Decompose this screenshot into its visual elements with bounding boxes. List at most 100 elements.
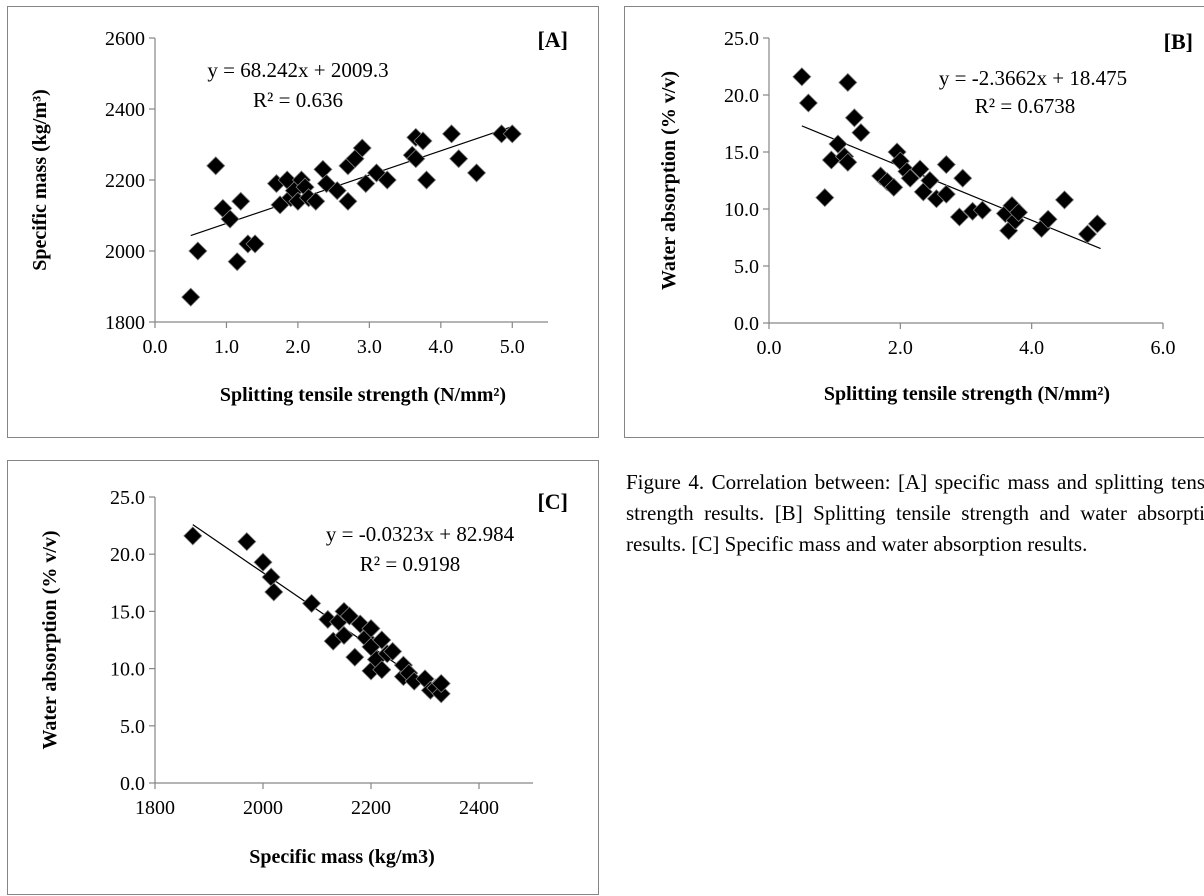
x-tick-label: 4.0 — [1019, 337, 1044, 359]
y-axis-label: Specific mass (kg/m³) — [29, 89, 51, 271]
data-point — [383, 641, 403, 662]
x-tick-label: 6.0 — [1151, 337, 1176, 359]
data-point — [220, 209, 240, 229]
data-point — [900, 168, 920, 188]
data-point — [1038, 209, 1058, 229]
trendline — [190, 126, 513, 237]
panel-tag: [C] — [537, 489, 568, 514]
y-tick-label: 5.0 — [120, 716, 145, 738]
x-tick-label: 2400 — [459, 797, 499, 819]
x-tick-label: 5.0 — [500, 336, 525, 358]
data-point — [466, 163, 487, 183]
data-point — [253, 552, 273, 572]
x-tick-label: 1800 — [135, 797, 175, 819]
y-tick-label: 2400 — [105, 99, 145, 121]
data-point — [953, 168, 973, 188]
data-point — [792, 67, 812, 87]
data-point — [345, 647, 365, 667]
data-point — [920, 170, 940, 191]
data-point — [334, 625, 354, 645]
r-squared-label: R² = 0.6738 — [975, 94, 1075, 118]
data-point — [821, 150, 841, 170]
x-tick-label: 2000 — [243, 797, 283, 819]
y-tick-label: 2200 — [105, 170, 145, 192]
data-point — [327, 181, 347, 201]
data-point — [449, 149, 469, 169]
panel-tag: [A] — [537, 27, 568, 52]
y-tick-label: 10.0 — [724, 199, 759, 221]
panel-tag: [B] — [1164, 29, 1193, 54]
y-axis-label: Water absorption (% v/v) — [39, 530, 61, 749]
data-point — [206, 156, 226, 176]
data-point — [936, 154, 956, 175]
data-point — [936, 184, 956, 204]
trendline-equation: y = -0.0323x + 82.984 — [326, 522, 515, 546]
data-point — [231, 191, 251, 211]
data-point — [261, 567, 281, 587]
y-tick-label: 20.0 — [110, 544, 145, 566]
data-point — [356, 173, 376, 194]
data-point — [1087, 214, 1107, 234]
data-point — [338, 191, 358, 211]
x-tick-label: 0.0 — [143, 336, 168, 358]
data-point — [844, 108, 864, 128]
y-tick-label: 1800 — [105, 312, 145, 334]
x-axis-label: Splitting tensile strength (N/mm²) — [824, 383, 1110, 405]
chart-a-svg: 1800 2000 2200 2400 2600 0.0 1.0 2.0 3.0 4.0 5.0 y … — [29, 27, 568, 406]
data-point — [815, 188, 835, 208]
x-tick-label: 2.0 — [285, 336, 310, 358]
data-point — [972, 200, 992, 220]
r-squared-label: R² = 0.9198 — [360, 552, 460, 576]
data-point — [372, 630, 392, 650]
data-point — [313, 159, 333, 179]
data-point — [372, 660, 392, 680]
x-axis-label: Splitting tensile strength (N/mm²) — [220, 384, 506, 406]
data-point — [949, 207, 969, 227]
data-point — [798, 93, 818, 113]
x-axis-label: Specific mass (kg/m3) — [249, 846, 435, 868]
data-point — [302, 593, 322, 613]
data-point — [264, 582, 284, 602]
chart-b-svg: 0.0 5.0 10.0 15.0 20.0 25.0 0.0 2.0 4.0 6.0 y = -2… — [658, 28, 1193, 405]
data-point — [245, 234, 265, 254]
data-point — [227, 252, 247, 272]
x-tick-label: 2200 — [351, 797, 391, 819]
data-point — [306, 191, 326, 211]
y-axis-label: Water absorption (% v/v) — [658, 71, 680, 290]
data-point — [188, 241, 208, 261]
data-point — [1008, 202, 1029, 222]
y-tick-label: 2000 — [105, 241, 145, 263]
data-point — [339, 606, 359, 626]
data-point — [183, 526, 203, 546]
data-point — [406, 149, 426, 169]
data-point — [237, 532, 257, 552]
y-tick-label: 0.0 — [734, 313, 759, 335]
data-point — [1054, 190, 1075, 210]
x-tick-label: 4.0 — [428, 336, 453, 358]
r-squared-label: R² = 0.636 — [253, 88, 343, 112]
y-tick-label: 5.0 — [734, 256, 759, 278]
y-tick-label: 10.0 — [110, 659, 145, 681]
chart-panel-c: 0.0 5.0 10.0 15.0 20.0 25.0 1800 2000 2200 2400 y … — [7, 460, 599, 895]
x-tick-label: 2.0 — [888, 337, 913, 359]
data-point — [431, 673, 451, 694]
y-tick-label: 25.0 — [724, 28, 759, 50]
y-tick-label: 15.0 — [110, 601, 145, 623]
data-point — [377, 170, 397, 190]
data-point — [502, 124, 522, 144]
y-tick-label: 15.0 — [724, 142, 759, 164]
x-tick-label: 0.0 — [757, 337, 782, 359]
y-tick-label: 0.0 — [120, 773, 145, 795]
chart-panel-a: 1800 2000 2200 2400 2600 0.0 1.0 2.0 3.0 4.0 5.0 y … — [7, 6, 599, 438]
data-point — [1077, 224, 1098, 244]
data-point — [431, 684, 451, 704]
data-point — [416, 170, 437, 190]
y-tick-label: 2600 — [105, 28, 145, 50]
data-point — [828, 134, 848, 154]
chart-panel-b: 0.0 5.0 10.0 15.0 20.0 25.0 0.0 2.0 4.0 6.0 y = -2… — [624, 6, 1204, 438]
y-tick-label: 25.0 — [110, 487, 145, 509]
data-point — [413, 131, 433, 151]
x-tick-label: 3.0 — [357, 336, 382, 358]
data-point — [851, 123, 871, 143]
data-point — [838, 152, 858, 172]
